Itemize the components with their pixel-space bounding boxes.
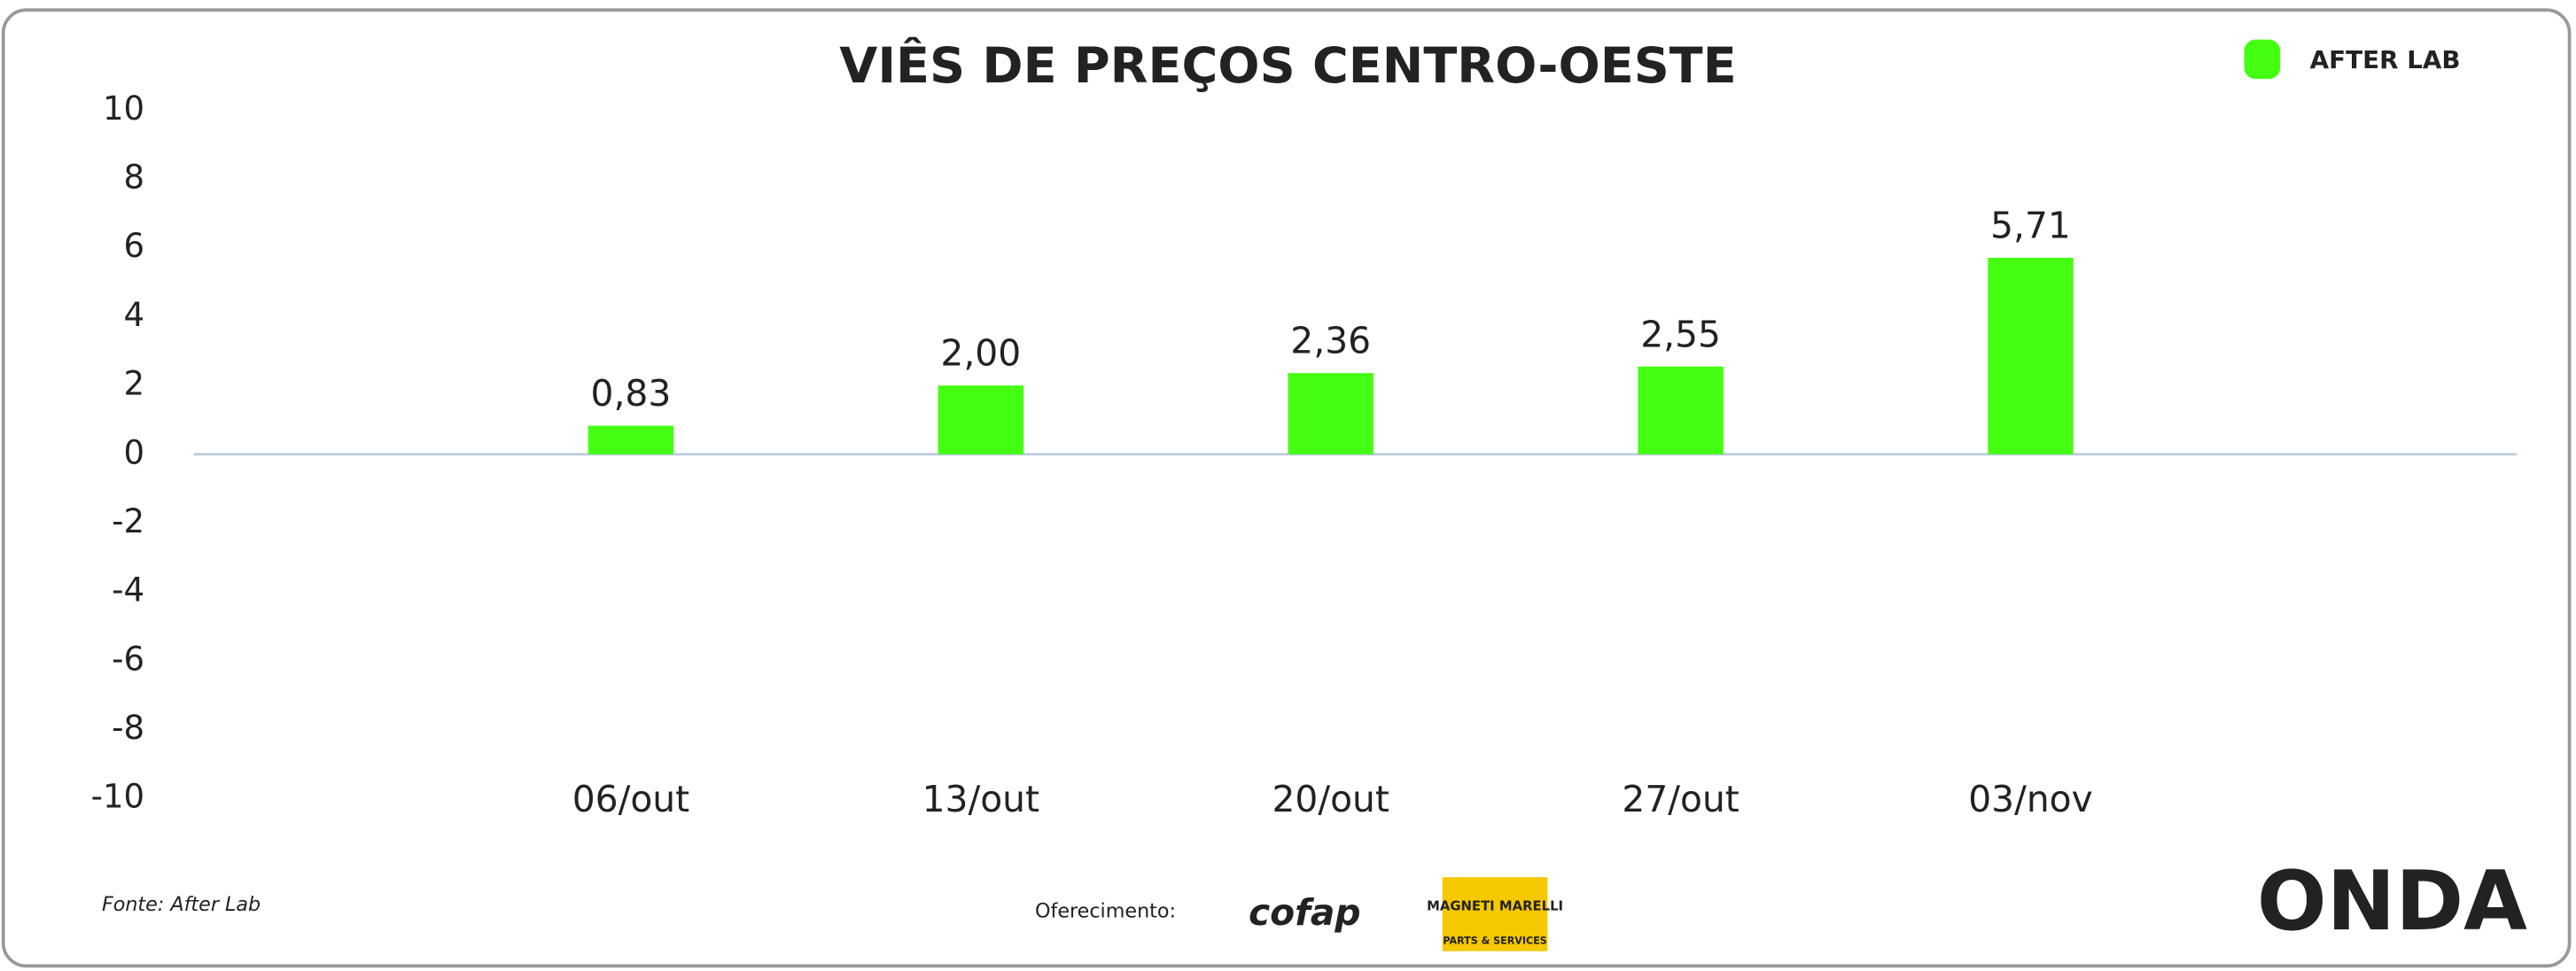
sponsor-logo: PARTS & SERVICES	[1443, 935, 1546, 946]
y-tick-label: -2	[112, 502, 144, 540]
y-tick-label: 4	[124, 296, 145, 334]
brand: AFTER LAB	[2310, 45, 2461, 74]
y-tick-label: 0	[124, 433, 145, 471]
y-tick-label: 6	[124, 227, 145, 265]
value-label: 2,00	[940, 332, 1021, 375]
value-label: 2,36	[1290, 320, 1371, 362]
y-tick-label: -4	[112, 571, 144, 610]
bar	[588, 425, 674, 454]
bar	[938, 385, 1024, 454]
sponsor-logo: cofap	[1249, 891, 1361, 934]
frame	[1, 8, 2572, 968]
brand-icon	[2244, 39, 2281, 80]
bar	[1288, 373, 1374, 454]
source: Fonte: After Lab	[102, 893, 261, 916]
sponsor-logo: MAGNETI MARELLI	[1427, 899, 1563, 914]
footer-logo: ONDA	[2257, 853, 2527, 949]
x-tick-label: 03/nov	[1968, 778, 2093, 820]
bar	[1988, 257, 2074, 454]
sponsor-box	[1442, 877, 1548, 952]
y-tick-label: -10	[91, 778, 145, 816]
chart-title: VIÊS DE PREÇOS CENTRO-OESTE	[839, 36, 1736, 95]
sponsor-label: Oferecimento:	[1035, 900, 1176, 923]
value-label: 2,55	[1640, 313, 1721, 355]
x-tick-label: 06/out	[572, 778, 689, 820]
y-tick-label: -6	[112, 640, 144, 678]
value-label: 0,83	[591, 372, 672, 415]
x-tick-label: 27/out	[1622, 778, 1739, 820]
y-tick-label: 8	[124, 159, 145, 197]
y-tick-label: -8	[112, 709, 144, 747]
y-tick-label: 2	[124, 365, 145, 403]
value-label: 5,71	[1990, 205, 2071, 247]
x-tick-label: 20/out	[1272, 778, 1389, 820]
bar	[1638, 366, 1724, 454]
y-tick-label: 10	[103, 89, 144, 128]
x-tick-label: 13/out	[922, 778, 1039, 820]
